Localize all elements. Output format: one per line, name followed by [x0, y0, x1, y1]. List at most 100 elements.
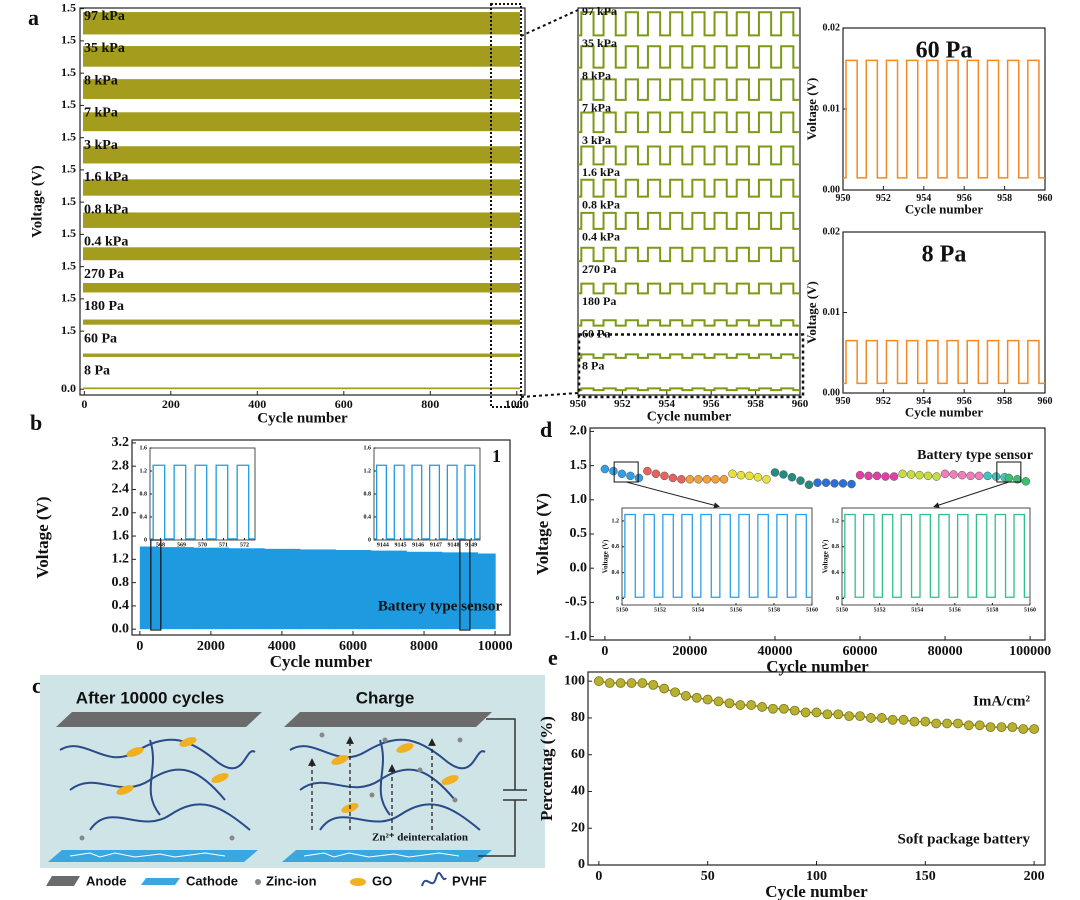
- x-tick-label: 9144: [377, 542, 389, 548]
- data-point: [931, 718, 942, 729]
- y-tick-label: 0.01: [823, 103, 841, 114]
- chart-title: 60 Pa: [916, 38, 973, 64]
- y-tick-label: 1.5: [61, 194, 76, 208]
- x-tick-label: 5154: [692, 607, 704, 613]
- data-point: [991, 472, 1001, 481]
- x-tick-label: 952: [876, 396, 891, 407]
- data-point: [876, 713, 887, 723]
- y-tick-label: 0.4: [364, 514, 372, 520]
- annotation: ImA/cm²: [973, 693, 1030, 709]
- square-wave: [578, 387, 800, 392]
- x-tick-label: 9146: [412, 542, 424, 548]
- cathode: [48, 850, 258, 862]
- y-tick-label: 2.4: [112, 482, 130, 497]
- data-point: [670, 687, 680, 698]
- annotation: Battery type sensor: [378, 598, 502, 614]
- x-tick-label: 9145: [395, 542, 407, 548]
- x-tick-label: 1000: [505, 397, 529, 411]
- x-tick-label: 20000: [672, 644, 707, 659]
- legend-swatch: [255, 879, 261, 885]
- x-tick-label: 6000: [339, 639, 367, 654]
- y-tick-label: 1.0: [570, 492, 588, 507]
- series-label: 270 Pa: [582, 262, 616, 276]
- square-wave: [578, 78, 800, 101]
- voltage-band: [83, 79, 520, 99]
- series-label: 8 kPa: [84, 73, 118, 88]
- legend-label: Zinc-ion: [266, 873, 317, 888]
- square-wave: [578, 353, 800, 359]
- x-tick-label: 5160: [806, 607, 818, 613]
- x-tick-label: 80000: [928, 644, 963, 659]
- data-point: [768, 703, 778, 714]
- data-point: [711, 475, 720, 484]
- x-tick-label: 5152: [654, 607, 666, 613]
- data-point: [844, 711, 855, 722]
- y-tick-label: 1.5: [61, 258, 76, 272]
- square-wave: [578, 145, 800, 166]
- data-point: [668, 473, 678, 483]
- data-point: [804, 480, 814, 490]
- data-point: [983, 471, 992, 481]
- zoom-arrow: [933, 481, 1010, 508]
- x-tick-label: 569: [177, 542, 186, 548]
- data-point: [713, 696, 724, 707]
- data-point: [909, 716, 920, 727]
- data-point: [872, 471, 882, 481]
- y-tick-label: 0.02: [823, 22, 841, 33]
- data-point: [753, 472, 763, 482]
- square-wave: [578, 246, 800, 263]
- data-point: [796, 476, 805, 485]
- y-tick-label: 1.2: [612, 518, 620, 524]
- data-point: [822, 709, 833, 720]
- data-point: [855, 470, 865, 480]
- x-tick-label: 200: [1024, 869, 1045, 884]
- x-tick-label: 9147: [430, 542, 442, 548]
- data-point: [617, 469, 627, 479]
- y-tick-label: 0.4: [832, 570, 840, 576]
- y-axis-label: Voltage (V): [602, 539, 610, 573]
- x-tick-label: 954: [916, 193, 931, 204]
- x-axis-label: Cycle number: [905, 405, 984, 420]
- plot-frame: [621, 507, 813, 606]
- x-tick-label: 5160: [1024, 607, 1036, 613]
- x-tick-label: 5156: [730, 607, 742, 613]
- diagram-note: Zn²⁺ deintercalation: [372, 832, 468, 844]
- y-tick-label: 1.6: [140, 445, 148, 451]
- go-sheets: [116, 737, 459, 813]
- legend-swatch: [350, 878, 366, 886]
- y-tick-label: 1.5: [570, 458, 588, 473]
- ion-arrows: [308, 736, 436, 830]
- y-axis-label: Voltage (V): [29, 165, 45, 237]
- x-tick-label: 956: [957, 193, 972, 204]
- x-tick-label: 50: [701, 869, 715, 884]
- y-tick-label: 1.2: [364, 468, 372, 474]
- y-tick-label: 1.5: [61, 129, 76, 143]
- square-wave: [578, 45, 800, 69]
- panel-letter: d: [540, 417, 552, 442]
- x-tick-label: 954: [916, 396, 931, 407]
- legend-swatch: [421, 871, 447, 887]
- zoom-box: [577, 333, 805, 399]
- area-segment: [299, 549, 336, 630]
- y-tick-label: 1.6: [364, 445, 372, 451]
- y-tick-label: 0.8: [112, 575, 130, 590]
- x-axis-label: Cycle number: [905, 202, 984, 217]
- data-point: [685, 475, 695, 484]
- x-tick-label: 960: [1038, 396, 1053, 407]
- x-tick-label: 150: [915, 869, 936, 884]
- legend-label: Anode: [86, 873, 126, 888]
- series-label: 8 Pa: [582, 359, 604, 373]
- square-wave: [578, 11, 800, 37]
- panel-letter: c: [32, 673, 42, 698]
- y-tick-label: 0.4: [612, 570, 620, 576]
- y-tick-label: 1.5: [61, 291, 76, 305]
- x-tick-label: 4000: [268, 639, 296, 654]
- data-point: [681, 690, 691, 701]
- data-point: [821, 478, 831, 487]
- zoom-box: [490, 3, 522, 408]
- x-axis-label: Cycle number: [766, 657, 869, 676]
- y-tick-label: 1.5: [61, 65, 76, 79]
- scene-title: After 10000 cycles: [76, 688, 224, 707]
- panel-letter: b: [30, 410, 42, 435]
- legend-swatch: [46, 876, 80, 886]
